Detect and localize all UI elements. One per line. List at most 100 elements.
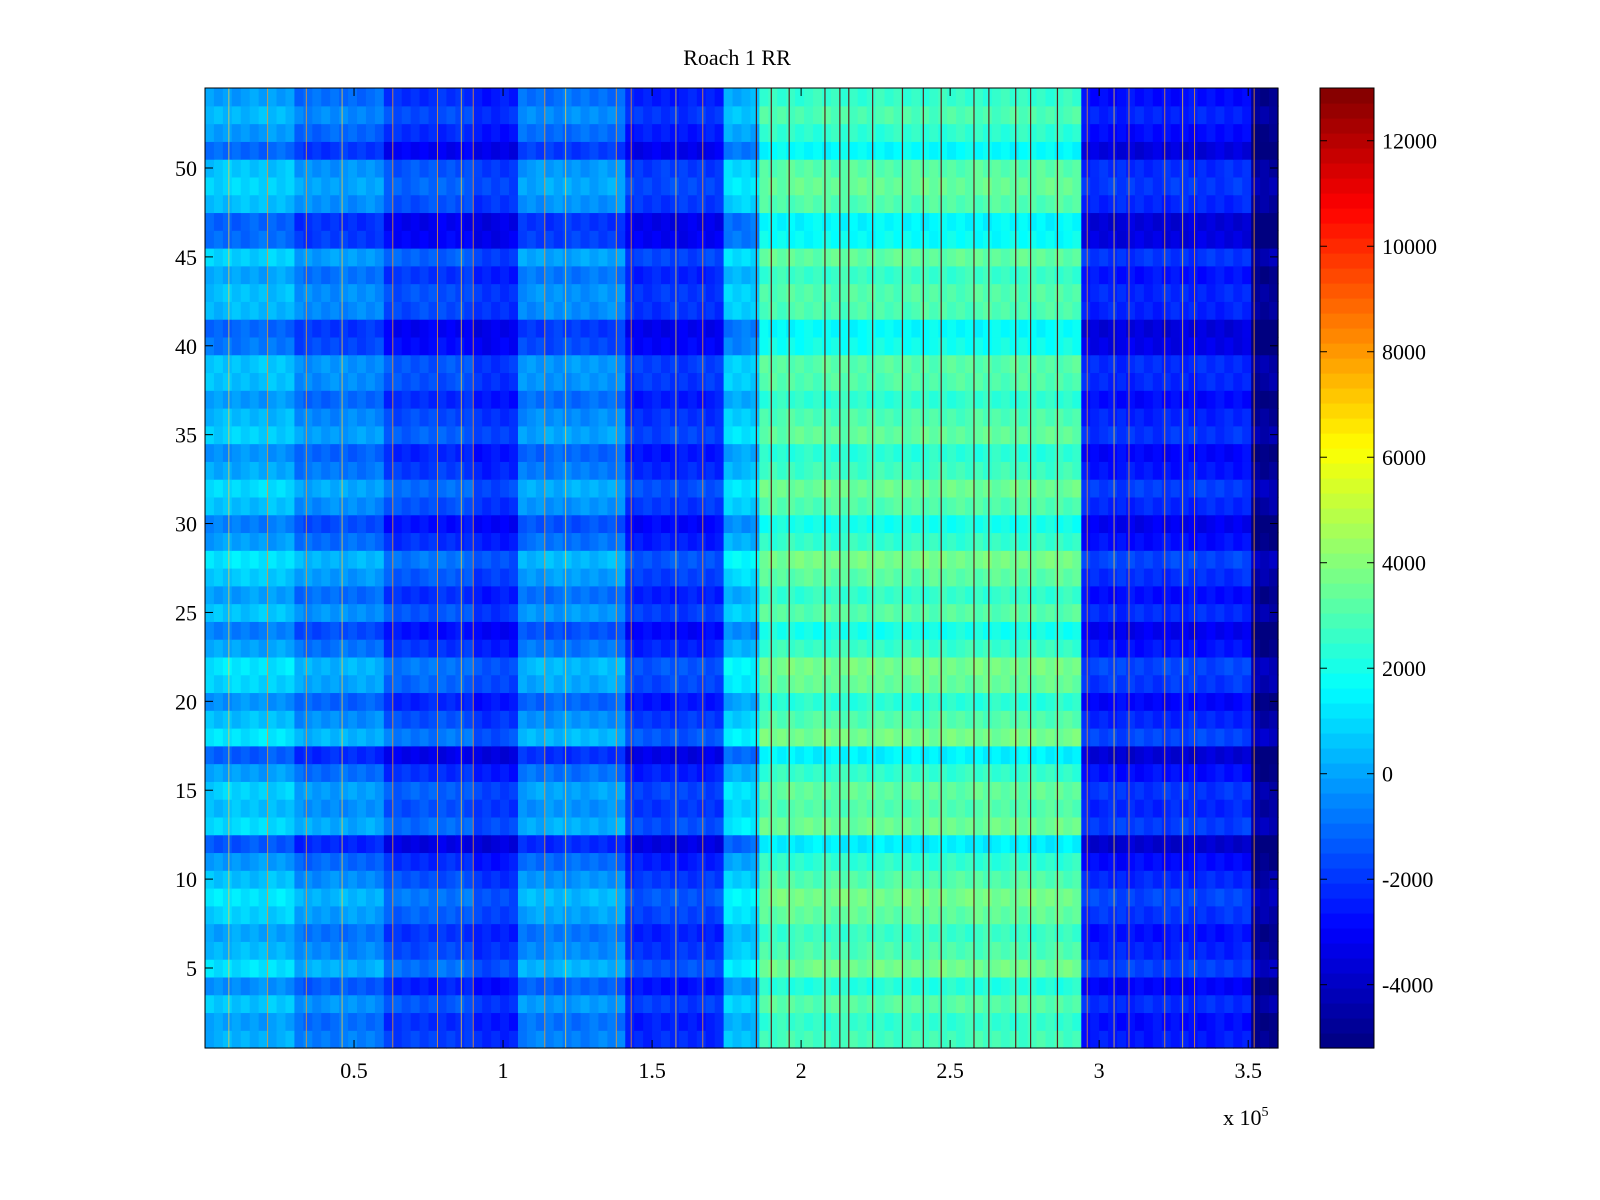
heatmap-cell — [669, 852, 680, 871]
heatmap-cell — [339, 550, 349, 569]
heatmap-cell — [491, 959, 501, 978]
heatmap-cell — [321, 781, 331, 800]
heatmap-cell — [848, 479, 859, 498]
heatmap-cell — [956, 674, 966, 694]
heatmap-cell — [348, 728, 358, 747]
heatmap-cell — [249, 301, 260, 320]
heatmap-cell — [330, 674, 340, 694]
heatmap-cell — [1018, 976, 1029, 996]
heatmap-cell — [383, 639, 394, 658]
heatmap-cell — [500, 816, 510, 836]
heatmap-cell — [357, 834, 367, 854]
heatmap-cell — [884, 852, 895, 871]
heatmap-cell — [294, 301, 304, 320]
heatmap-cell — [357, 301, 367, 320]
heatmap-cell — [526, 390, 537, 409]
heatmap-cell — [231, 816, 242, 836]
heatmap-cell — [616, 425, 626, 445]
heatmap-cell — [625, 656, 635, 676]
heatmap-cell — [1018, 585, 1029, 605]
heatmap-cell — [1081, 816, 1091, 836]
heatmap-cell — [1188, 976, 1199, 996]
heatmap-cell — [1081, 1030, 1091, 1049]
heatmap-cell — [813, 852, 823, 871]
heatmap-cell — [652, 514, 662, 534]
heatmap-cell — [1000, 745, 1011, 765]
heatmap-cell — [1188, 674, 1199, 694]
heatmap-cell — [956, 336, 966, 356]
heatmap-cell — [759, 603, 769, 622]
heatmap-cell — [696, 994, 707, 1014]
heatmap-cell — [857, 816, 868, 836]
heatmap-cell — [947, 319, 957, 338]
heatmap-cell — [929, 425, 939, 445]
heatmap-cell — [437, 372, 448, 391]
heatmap-cell — [687, 959, 698, 978]
heatmap-cell — [598, 710, 608, 729]
heatmap-cell — [1233, 710, 1243, 729]
heatmap-cell — [857, 621, 868, 640]
heatmap-cell — [705, 301, 716, 320]
heatmap-cell — [1251, 319, 1261, 338]
heatmap-cell — [205, 656, 215, 676]
heatmap-cell — [839, 888, 850, 907]
heatmap-cell — [938, 692, 948, 711]
heatmap-cell — [813, 994, 823, 1014]
heatmap-cell — [938, 994, 948, 1014]
heatmap-cell — [1260, 443, 1270, 462]
heatmap-cell — [1117, 443, 1127, 462]
heatmap-cell — [839, 621, 850, 640]
heatmap-cell — [410, 550, 421, 569]
heatmap-cell — [1188, 336, 1199, 356]
heatmap-cell — [1269, 1030, 1279, 1049]
heatmap-cell — [804, 1012, 814, 1031]
heatmap-cell — [1179, 390, 1190, 409]
heatmap-cell — [884, 372, 895, 391]
heatmap-cell — [589, 1012, 600, 1031]
heatmap-cell — [553, 976, 564, 996]
heatmap-cell — [428, 425, 439, 445]
heatmap-cell — [1117, 461, 1127, 480]
heatmap-cell — [374, 710, 385, 729]
heatmap-cell — [830, 1012, 841, 1031]
heatmap-cell — [419, 408, 430, 427]
heatmap-cell — [267, 461, 278, 480]
heatmap-cell — [1036, 336, 1047, 356]
heatmap-cell — [1027, 621, 1038, 640]
heatmap-cell — [830, 674, 841, 694]
heatmap-cell — [517, 994, 528, 1014]
heatmap-cell — [920, 479, 930, 498]
heatmap-cell — [705, 994, 716, 1014]
heatmap-cell — [446, 514, 456, 534]
heatmap-cell — [965, 852, 975, 871]
heatmap-cell — [553, 710, 564, 729]
heatmap-cell — [1000, 781, 1011, 800]
heatmap-cell — [464, 301, 474, 320]
heatmap-cell — [1161, 1012, 1172, 1031]
heatmap-cell — [1090, 674, 1100, 694]
heatmap-cell — [553, 905, 564, 925]
heatmap-cell — [401, 621, 412, 640]
heatmap-cell — [1206, 763, 1217, 782]
heatmap-cell — [1000, 568, 1011, 587]
heatmap-cell — [598, 799, 608, 818]
heatmap-cell — [339, 532, 349, 551]
heatmap-cell — [553, 461, 564, 480]
heatmap-cell — [491, 976, 501, 996]
heatmap-cell — [607, 656, 617, 676]
heatmap-cell — [330, 443, 340, 462]
heatmap-cell — [580, 408, 591, 427]
heatmap-cell — [491, 745, 501, 765]
heatmap-cell — [1072, 390, 1082, 409]
heatmap-cell — [383, 443, 394, 462]
heatmap-cell — [652, 710, 662, 729]
heatmap-cell — [920, 710, 930, 729]
heatmap-cell — [276, 834, 287, 854]
heatmap-cell — [580, 1012, 591, 1031]
heatmap-cell — [893, 710, 904, 729]
heatmap-cell — [920, 425, 930, 445]
heatmap-cell — [357, 461, 367, 480]
heatmap-cell — [383, 319, 394, 338]
heatmap-cell — [634, 496, 644, 516]
heatmap-cell — [911, 728, 921, 747]
